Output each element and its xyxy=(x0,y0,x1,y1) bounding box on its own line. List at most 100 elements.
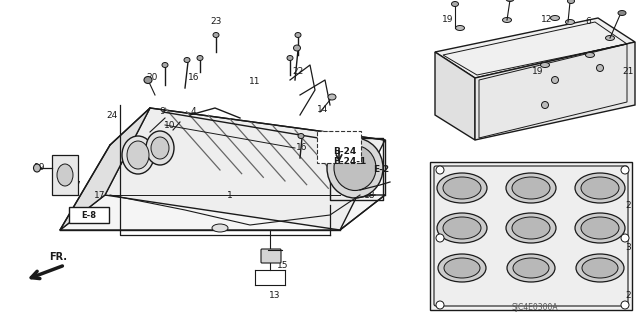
Text: 21: 21 xyxy=(622,68,634,77)
Text: 3: 3 xyxy=(625,243,631,253)
Ellipse shape xyxy=(513,258,549,278)
Text: 12: 12 xyxy=(541,16,553,25)
Text: 9: 9 xyxy=(159,108,165,116)
FancyBboxPatch shape xyxy=(69,207,109,223)
Ellipse shape xyxy=(443,177,481,199)
Text: B-24-1: B-24-1 xyxy=(333,158,366,167)
Text: 15: 15 xyxy=(277,261,289,270)
Polygon shape xyxy=(435,52,475,140)
Ellipse shape xyxy=(437,173,487,203)
Text: 19: 19 xyxy=(532,68,544,77)
Ellipse shape xyxy=(605,35,614,41)
Text: B-24: B-24 xyxy=(333,147,356,157)
Ellipse shape xyxy=(550,16,559,20)
Ellipse shape xyxy=(57,164,73,186)
Ellipse shape xyxy=(146,131,174,165)
Ellipse shape xyxy=(197,56,203,61)
Text: 2: 2 xyxy=(625,201,631,210)
Ellipse shape xyxy=(576,254,624,282)
Text: 4: 4 xyxy=(190,108,196,116)
Ellipse shape xyxy=(437,213,487,243)
Text: 14: 14 xyxy=(317,106,329,115)
Text: 2: 2 xyxy=(625,291,631,300)
Ellipse shape xyxy=(436,234,444,242)
Ellipse shape xyxy=(184,57,190,63)
Ellipse shape xyxy=(438,254,486,282)
Ellipse shape xyxy=(568,0,575,4)
Ellipse shape xyxy=(541,63,550,68)
Ellipse shape xyxy=(443,217,481,239)
Ellipse shape xyxy=(506,173,556,203)
Ellipse shape xyxy=(451,2,458,6)
Ellipse shape xyxy=(127,141,149,169)
Polygon shape xyxy=(435,18,635,78)
Text: 22: 22 xyxy=(292,68,303,77)
Ellipse shape xyxy=(621,234,629,242)
Ellipse shape xyxy=(618,11,626,16)
Ellipse shape xyxy=(566,19,575,25)
Text: 19: 19 xyxy=(442,16,454,25)
Ellipse shape xyxy=(295,33,301,38)
Ellipse shape xyxy=(506,0,514,2)
Polygon shape xyxy=(105,108,385,230)
Ellipse shape xyxy=(294,45,301,51)
Ellipse shape xyxy=(581,177,619,199)
Ellipse shape xyxy=(122,136,154,174)
Ellipse shape xyxy=(512,217,550,239)
Text: 16: 16 xyxy=(188,73,200,83)
Ellipse shape xyxy=(456,26,465,31)
Ellipse shape xyxy=(575,213,625,243)
Ellipse shape xyxy=(151,137,169,159)
Text: 7: 7 xyxy=(74,181,80,189)
Text: 5: 5 xyxy=(62,160,68,169)
Ellipse shape xyxy=(444,258,480,278)
Ellipse shape xyxy=(334,145,376,190)
Polygon shape xyxy=(430,162,632,310)
Ellipse shape xyxy=(586,53,595,57)
Ellipse shape xyxy=(144,77,152,84)
Ellipse shape xyxy=(436,301,444,309)
Ellipse shape xyxy=(287,56,293,61)
Ellipse shape xyxy=(541,101,548,108)
Text: 19: 19 xyxy=(35,164,45,173)
Polygon shape xyxy=(52,155,78,195)
Text: 23: 23 xyxy=(211,18,221,26)
Text: 1: 1 xyxy=(227,190,233,199)
Ellipse shape xyxy=(328,94,336,100)
Text: 18: 18 xyxy=(349,181,361,189)
Text: 6: 6 xyxy=(585,18,591,26)
Polygon shape xyxy=(475,42,635,140)
Text: E-8: E-8 xyxy=(81,211,97,219)
Ellipse shape xyxy=(552,77,559,84)
Ellipse shape xyxy=(596,64,604,71)
Ellipse shape xyxy=(507,254,555,282)
Ellipse shape xyxy=(512,177,550,199)
Ellipse shape xyxy=(575,173,625,203)
Ellipse shape xyxy=(506,213,556,243)
Ellipse shape xyxy=(621,166,629,174)
Text: 20: 20 xyxy=(147,73,157,83)
Ellipse shape xyxy=(581,217,619,239)
Text: SJC4E0300A: SJC4E0300A xyxy=(512,303,558,313)
Text: FR.: FR. xyxy=(49,252,67,262)
Text: 24: 24 xyxy=(106,110,118,120)
Ellipse shape xyxy=(213,33,219,38)
Ellipse shape xyxy=(327,138,383,198)
FancyBboxPatch shape xyxy=(434,166,628,306)
Text: 8: 8 xyxy=(472,190,478,199)
Ellipse shape xyxy=(502,18,511,23)
Polygon shape xyxy=(60,195,385,230)
Ellipse shape xyxy=(298,133,304,138)
FancyBboxPatch shape xyxy=(317,131,361,163)
Text: 13: 13 xyxy=(269,291,281,300)
Ellipse shape xyxy=(582,258,618,278)
Ellipse shape xyxy=(162,63,168,68)
FancyBboxPatch shape xyxy=(261,249,281,263)
Text: 17: 17 xyxy=(94,190,106,199)
Ellipse shape xyxy=(436,166,444,174)
Text: 11: 11 xyxy=(249,78,260,86)
Ellipse shape xyxy=(212,224,228,232)
Text: 18: 18 xyxy=(364,190,376,199)
Ellipse shape xyxy=(33,164,40,172)
Text: 16: 16 xyxy=(296,144,308,152)
